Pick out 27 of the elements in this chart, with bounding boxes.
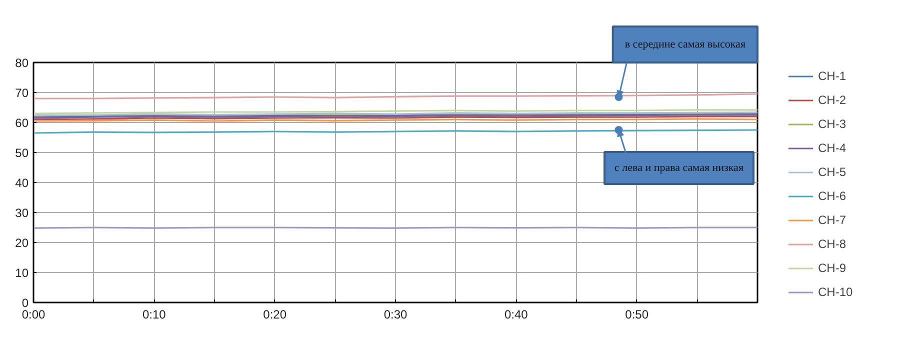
y-tick-label: 0 — [22, 296, 29, 310]
legend-label: CH-4 — [818, 140, 846, 156]
y-tick-label: 20 — [15, 236, 29, 250]
x-tick-label: 0:40 — [504, 308, 528, 322]
y-tick-label: 10 — [15, 266, 29, 280]
legend-label: CH-8 — [818, 236, 846, 252]
legend-label: CH-1 — [818, 68, 846, 84]
legend-label: CH-6 — [818, 188, 846, 204]
x-tick-label: 0:30 — [384, 308, 408, 322]
y-tick-label: 80 — [15, 56, 29, 70]
y-tick-label: 50 — [15, 146, 29, 160]
legend-label: CH-2 — [818, 92, 846, 108]
y-tick-label: 70 — [15, 86, 29, 100]
legend-label: CH-10 — [818, 284, 853, 300]
x-tick-label: 0:20 — [263, 308, 287, 322]
legend-label: CH-7 — [818, 212, 846, 228]
y-tick-label: 60 — [15, 116, 29, 130]
y-tick-label: 40 — [15, 176, 29, 190]
legend-label: CH-9 — [818, 260, 846, 276]
annotation: в середине самая высокая — [624, 38, 746, 50]
annotation: с лева и права самая низкая — [614, 162, 744, 174]
legend-label: CH-5 — [818, 164, 846, 180]
y-tick-label: 30 — [15, 206, 29, 220]
legend-label: CH-3 — [818, 116, 846, 132]
x-tick-label: 0:10 — [142, 308, 166, 322]
x-tick-label: 0:00 — [22, 308, 46, 322]
x-tick-label: 0:50 — [625, 308, 649, 322]
